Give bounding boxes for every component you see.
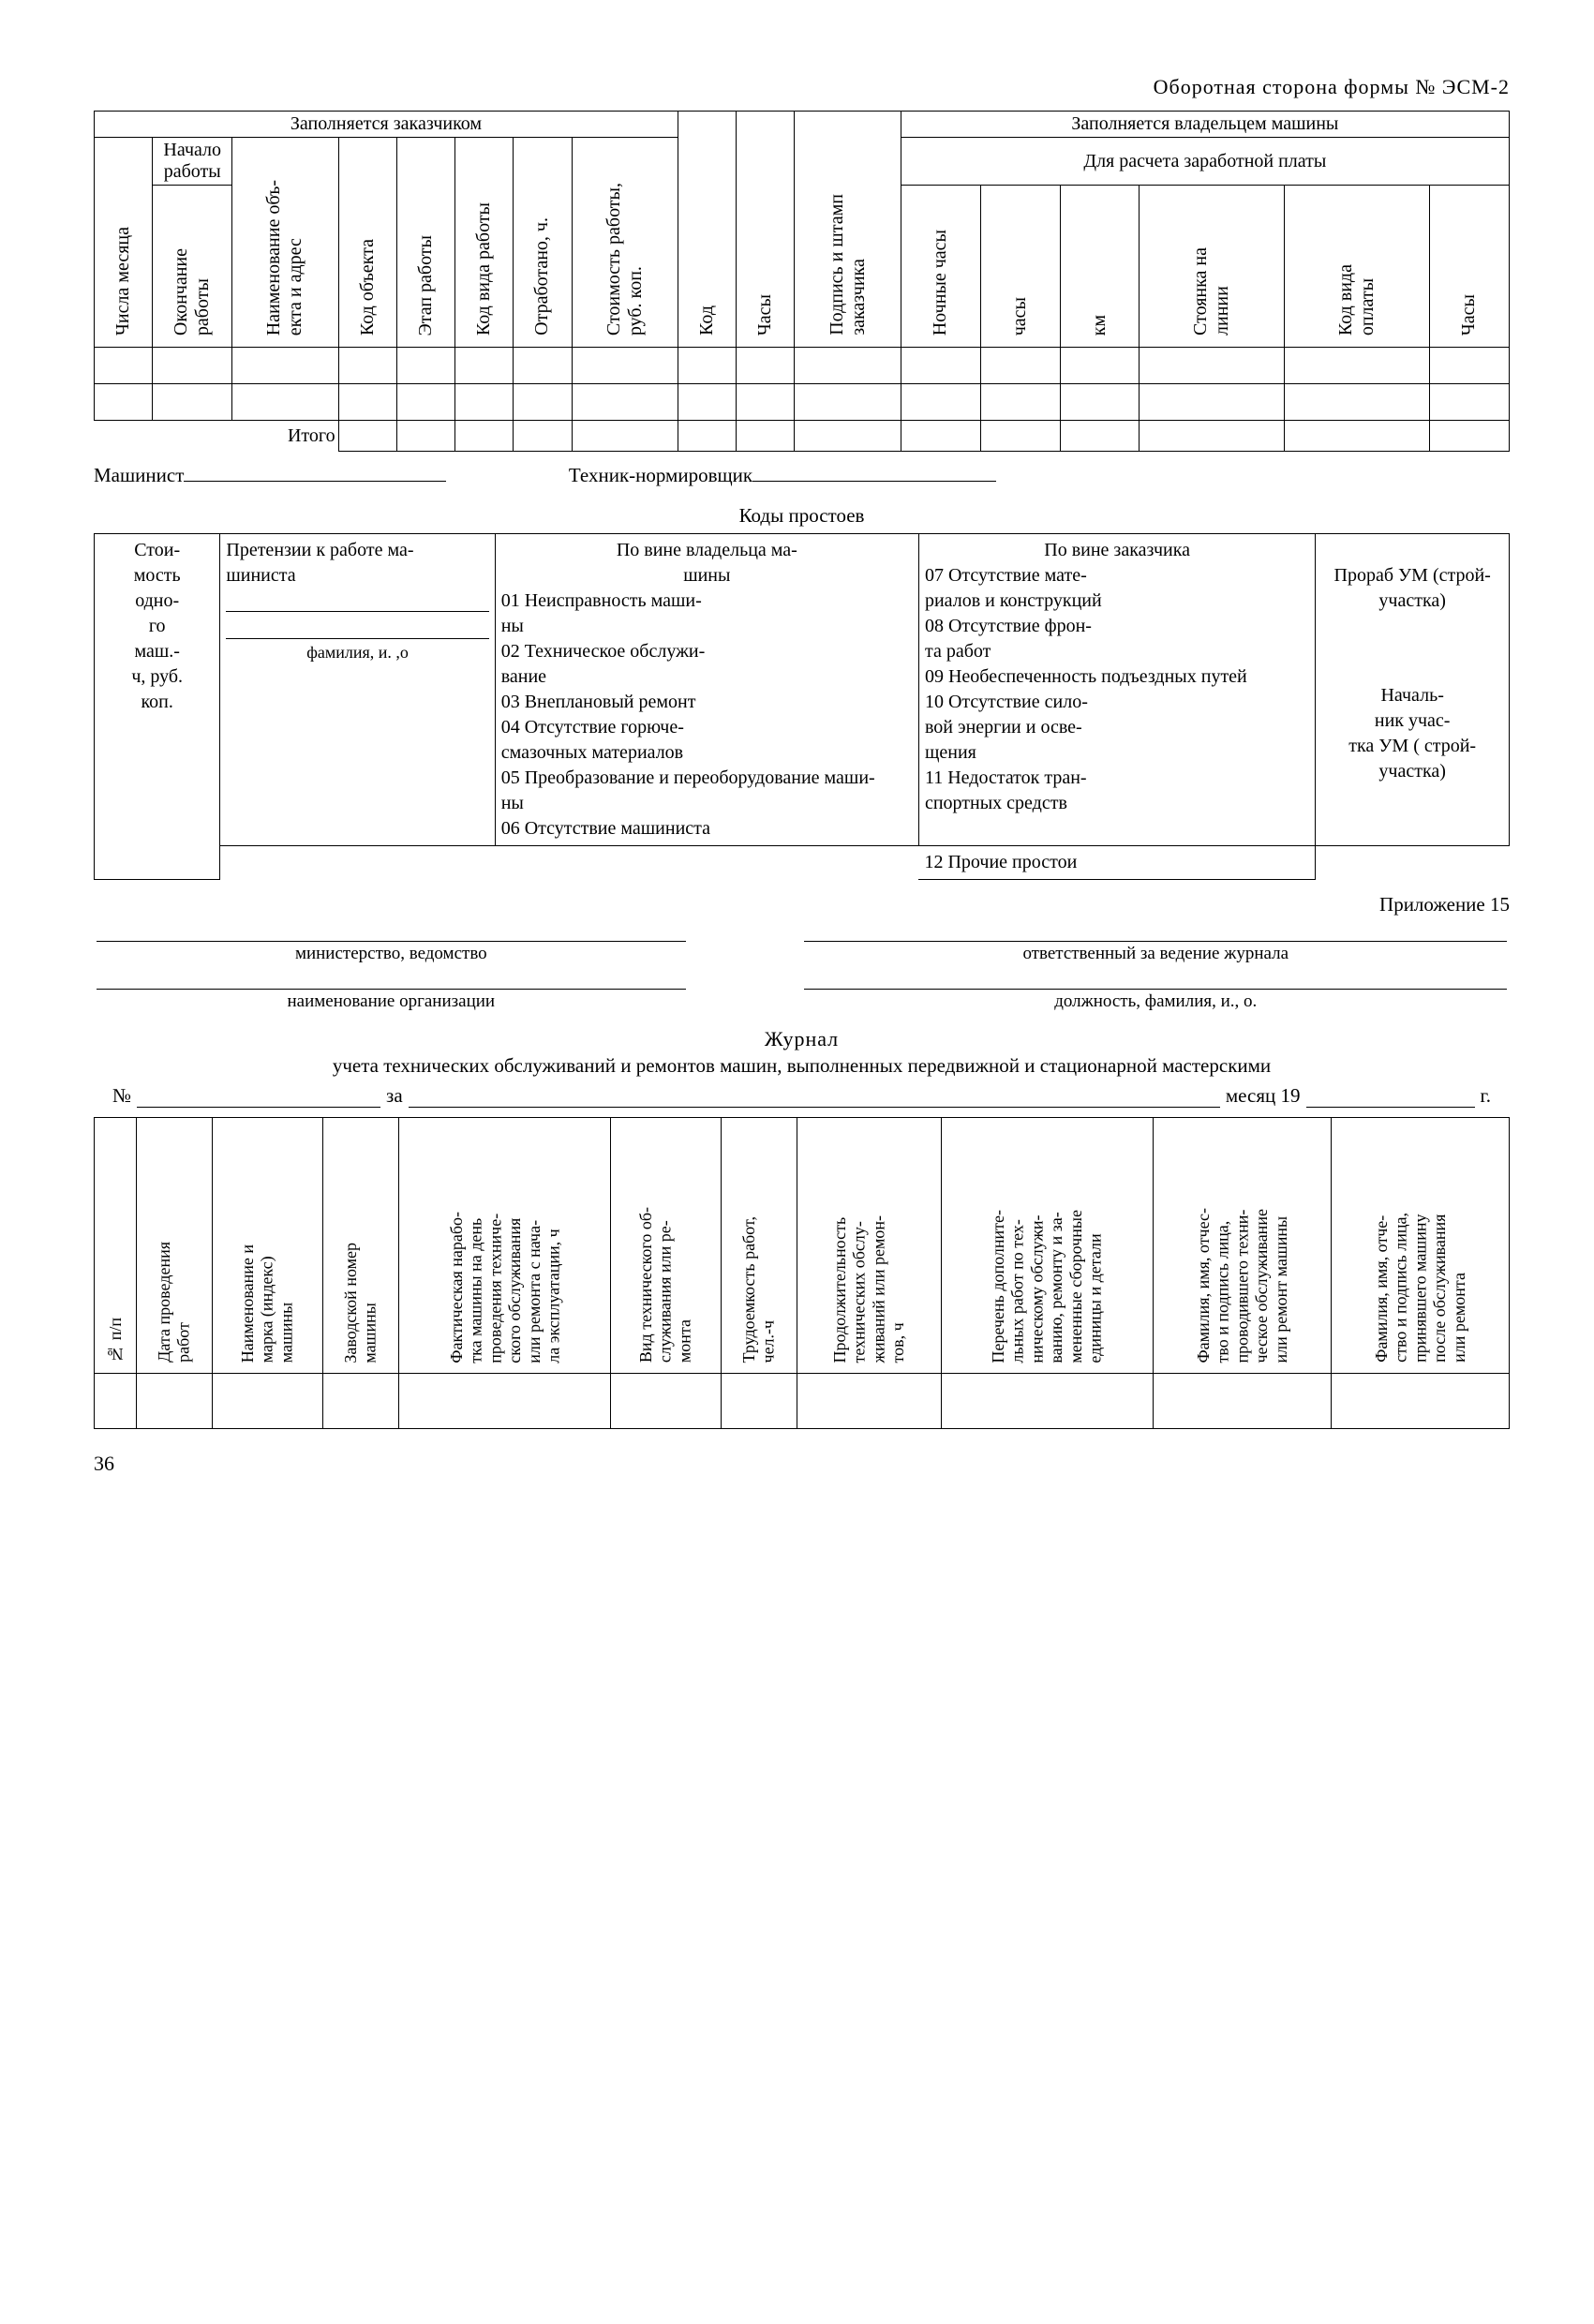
journal-title: Журнал xyxy=(94,1027,1510,1051)
pretenz-line1[interactable] xyxy=(226,594,488,612)
col-chasy: Часы xyxy=(737,112,795,348)
fam-caption: фамилия, и. ,о xyxy=(226,641,488,663)
owner-fault-cell: По вине владельца ма- шины 01 Неисправно… xyxy=(495,534,918,846)
page-number: 36 xyxy=(94,1452,1510,1476)
cust12-cell: 12 Прочие простои xyxy=(918,846,1315,880)
signatures: Машинист Техник-нормировщик xyxy=(94,461,1510,487)
journal-za-field[interactable] xyxy=(409,1087,1220,1108)
table-row xyxy=(95,1374,1510,1429)
codes-table: Стои- мость одно- го маш.- ч, руб. коп. … xyxy=(94,533,1510,880)
col-kodobj: Код объекта xyxy=(338,138,396,348)
col-naim: Наименование объ- екта и адрес xyxy=(232,138,338,348)
pretenz-line2[interactable] xyxy=(226,621,488,639)
col-chasy2: Часы xyxy=(1429,186,1509,348)
t2-c2: Дата проведения работ xyxy=(137,1118,213,1374)
sub-owner: Для расчета заработной платы xyxy=(901,138,1509,186)
t2-c3: Наименование и марка (индекс) машины xyxy=(213,1118,323,1374)
t2-c4: Заводской номер машины xyxy=(322,1118,398,1374)
col-etap: Этап работы xyxy=(396,138,454,348)
t2-c1: № п/п xyxy=(95,1118,137,1374)
journal-sub: учета технических обслуживаний и ремонто… xyxy=(94,1053,1510,1079)
col-kodvid: Код вида работы xyxy=(455,138,514,348)
form-header: Оборотная сторона формы № ЭСМ-2 xyxy=(94,75,1510,99)
t2-c5: Фактическая нарабо- тка машины на день п… xyxy=(399,1118,611,1374)
col-stoyanka: Стоянка на линии xyxy=(1140,186,1285,348)
resp-caption: ответственный за ведение журнала xyxy=(804,942,1507,964)
col-kodvidopl: Код вида оплаты xyxy=(1285,186,1430,348)
ministry-field[interactable] xyxy=(97,922,686,942)
col-stoim: Стоимость работы, руб. коп. xyxy=(572,138,678,348)
col-noch: Ночные часы xyxy=(901,186,980,348)
customer-fault-cell: По вине заказчика 07 Отсутствие мате- ри… xyxy=(918,534,1315,846)
prorab-cell: Прораб УМ (строй- участка) Началь- ник у… xyxy=(1316,534,1510,846)
mashinist-label: Машинист xyxy=(94,464,184,486)
journal-num-field[interactable] xyxy=(137,1087,380,1108)
col-nachalo: Начало работы xyxy=(153,138,232,186)
col-otrab: Отработано, ч. xyxy=(514,138,572,348)
org-caption: наименование организации xyxy=(97,990,686,1012)
main-table: Заполняется заказчиком Код Часы Подпись … xyxy=(94,111,1510,452)
pos-field[interactable] xyxy=(804,970,1507,990)
table-row xyxy=(95,348,1510,384)
codes-title: Коды простоев xyxy=(94,504,1510,528)
journal-table: № п/п Дата проведения работ Наименование… xyxy=(94,1117,1510,1429)
table-row xyxy=(95,384,1510,421)
journal-number-row: № за месяц 19 г. xyxy=(94,1084,1510,1108)
journal-year-field[interactable] xyxy=(1306,1087,1475,1108)
col-kod: Код xyxy=(678,112,736,348)
col-p-km: км xyxy=(1060,186,1140,348)
annex-fields: министерство, ведомство наименование орг… xyxy=(94,920,1510,1014)
pretenz-cell: Претензии к работе ма- шиниста фамилия, … xyxy=(220,534,495,846)
annex-title: Приложение 15 xyxy=(94,893,1510,916)
tehnik-label: Техник-нормировщик xyxy=(569,464,752,486)
t2-c9: Перечень дополните- льных работ по тех- … xyxy=(941,1118,1153,1374)
mashinist-field[interactable] xyxy=(184,461,446,482)
pos-caption: должность, фамилия, и., о. xyxy=(804,990,1507,1012)
t2-c6: Вид технического об- служивания или ре- … xyxy=(611,1118,722,1374)
t2-c11: Фамилия, имя, отче- ство и подпись лица,… xyxy=(1331,1118,1509,1374)
stoimost-cell: Стои- мость одно- го маш.- ч, руб. коп. xyxy=(95,534,220,880)
ministry-caption: министерство, ведомство xyxy=(97,942,686,964)
resp-field[interactable] xyxy=(804,922,1507,942)
col-podpis: Подпись и штамп заказчика xyxy=(795,112,901,348)
t2-c7: Трудоемкость работ, чел.-ч xyxy=(721,1118,797,1374)
t2-c8: Продолжительность технических обслу- жив… xyxy=(797,1118,941,1374)
itogo-row: Итого xyxy=(95,421,1510,452)
col-p-chasy: часы xyxy=(980,186,1060,348)
col-chisla: Числа месяца xyxy=(95,138,153,348)
t2-c10: Фамилия, имя, отчес- тво и подпись лица,… xyxy=(1153,1118,1331,1374)
org-field[interactable] xyxy=(97,970,686,990)
group-owner: Заполняется владельцем машины xyxy=(901,112,1509,138)
group-customer: Заполняется заказчиком xyxy=(95,112,678,138)
tehnik-field[interactable] xyxy=(752,461,996,482)
col-okonch: Окончание работы xyxy=(153,186,232,348)
